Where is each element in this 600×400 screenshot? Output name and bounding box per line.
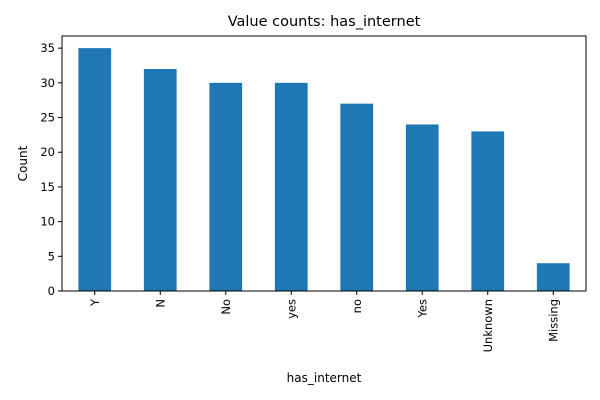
bar-yes [274,82,308,291]
chart-title: Value counts: has_internet [228,14,421,30]
x-axis: Y N No yes no Yes Unknown Missing [88,291,560,352]
bar-n [143,68,177,291]
x-tick-label: Unknown [481,299,495,352]
bar-y [78,48,112,292]
y-tick-label: 10 [40,215,55,229]
bar-no [340,103,374,291]
y-tick-label: 25 [40,111,55,125]
y-axis-label: Count [16,145,30,181]
x-tick-label: Yes [415,299,429,319]
y-tick-label: 35 [40,41,55,55]
bar-no [209,82,243,291]
y-axis: 0 5 10 15 20 25 30 35 [40,41,62,298]
y-tick-label: 30 [40,76,55,90]
y-tick-label: 20 [40,145,55,159]
bar-yes [405,124,439,291]
x-tick-label: Y [88,298,102,307]
x-tick-label: N [153,299,167,308]
y-tick-label: 15 [40,180,55,194]
bar-missing [536,263,570,291]
x-axis-label: has_internet [287,371,362,385]
x-tick-label: yes [284,299,298,319]
plot-frame [61,35,587,292]
bars-group [78,48,570,292]
x-tick-label: Missing [546,299,560,342]
bar-unknown [471,131,505,291]
x-tick-label: no [350,299,364,313]
y-tick-label: 0 [48,284,55,298]
x-tick-label: No [219,299,233,315]
y-tick-label: 5 [48,249,55,263]
